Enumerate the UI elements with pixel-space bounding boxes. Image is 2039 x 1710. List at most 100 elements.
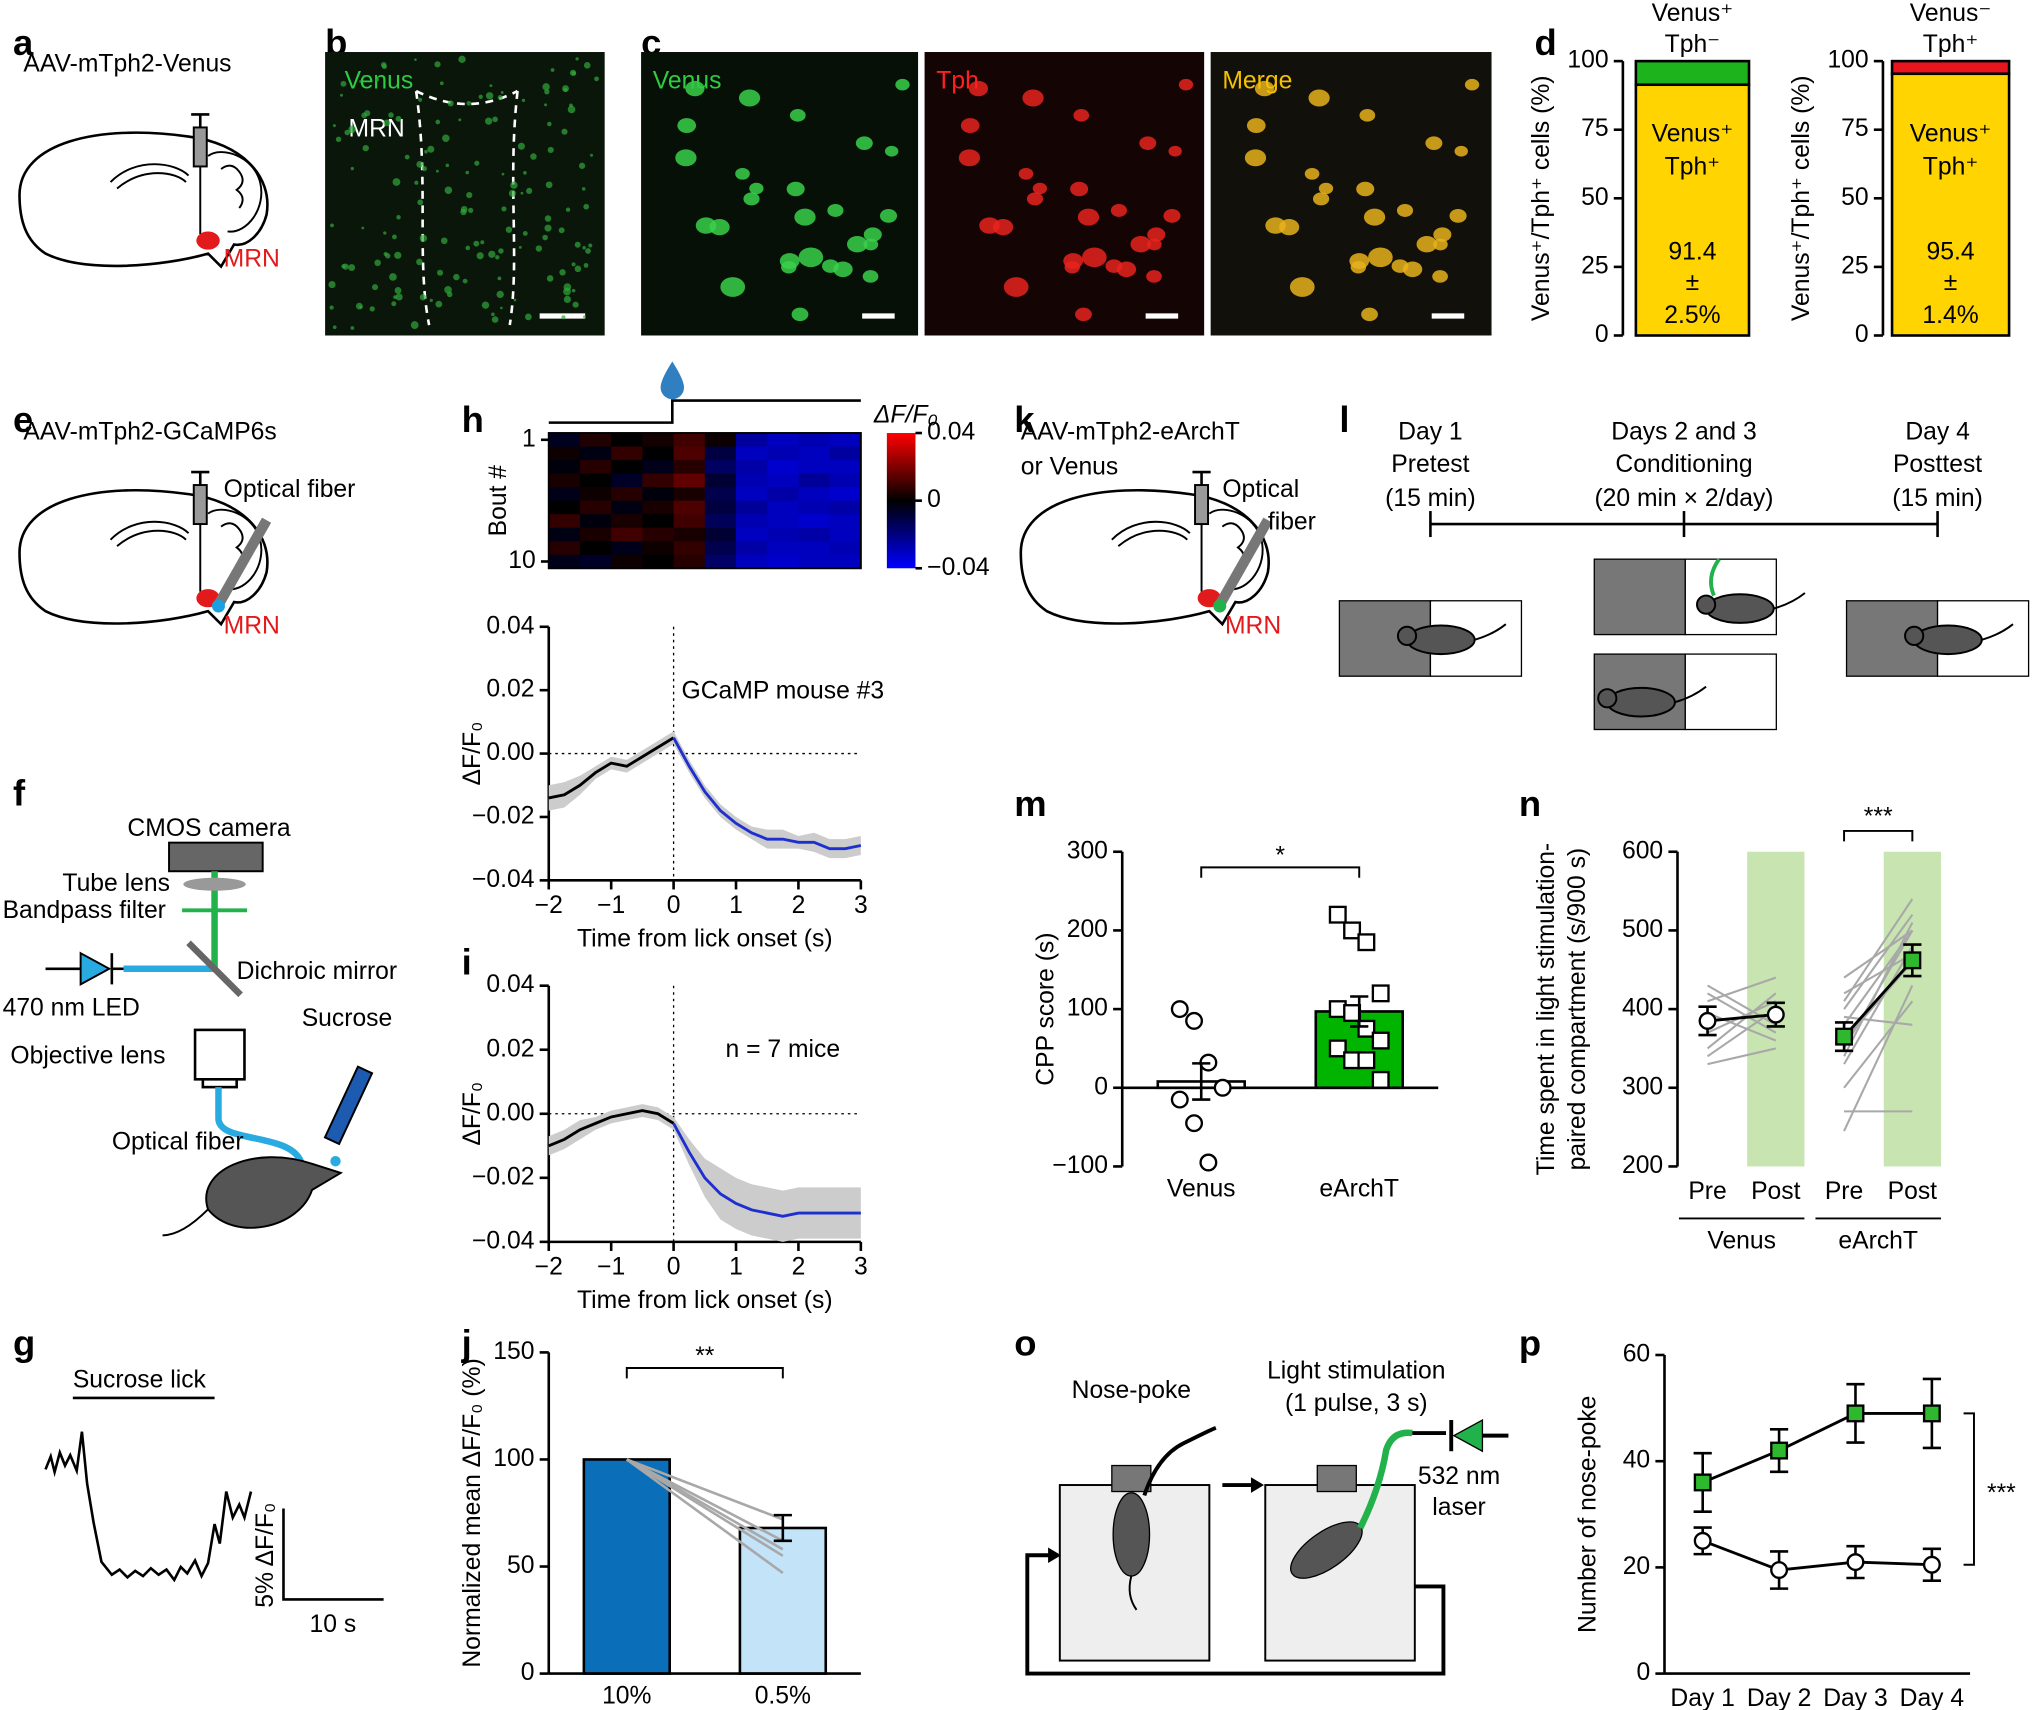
heat-cell (673, 500, 706, 515)
cell-spot (794, 208, 816, 226)
heat-cell (642, 460, 675, 475)
x-tick-label: Day 4 (1900, 1685, 1964, 1710)
cell-spot (444, 186, 453, 195)
cell-spot (517, 142, 525, 150)
marker (1371, 1031, 1390, 1050)
cell-spot (827, 204, 844, 217)
highlight-band (1883, 851, 1941, 1167)
x-tick-label: Day 3 (1823, 1685, 1887, 1710)
heat-cell (736, 487, 768, 502)
segment-label: Venus⁺ (1652, 0, 1734, 27)
x-tick-label: 1 (729, 1253, 743, 1280)
series-line (1843, 959, 1914, 1038)
cell-spot (833, 261, 853, 278)
label: laser (1432, 1494, 1486, 1521)
significance-bracket (1963, 1412, 1975, 1566)
cell-spot (465, 245, 471, 251)
heat-cell (829, 554, 862, 569)
cell-spot (348, 264, 356, 272)
heat-cell (642, 433, 675, 448)
cell-spot (561, 128, 568, 135)
heat-cell (798, 446, 831, 461)
arena (1593, 558, 1806, 636)
marker (1343, 1004, 1362, 1023)
bar (582, 1458, 671, 1675)
y-tick-label: 75 (1841, 115, 1868, 142)
cell-spot (440, 237, 448, 245)
cell-spot (547, 121, 552, 127)
label: Dichroic mirror (237, 958, 397, 985)
heat-cell (736, 433, 768, 448)
y-tick-label: 0 (1855, 321, 1869, 348)
heat-cell (829, 473, 862, 488)
cell-spot (569, 103, 573, 108)
heat-cell (611, 554, 644, 569)
cell-spot (468, 207, 474, 214)
y-tick-label: 200 (1067, 916, 1108, 943)
cell-spot (1110, 204, 1127, 217)
cell-spot (392, 178, 401, 186)
heat-cell (798, 473, 831, 488)
cell-spot (1432, 270, 1448, 283)
cell-spot (329, 305, 334, 310)
cell-spot (567, 105, 576, 114)
cell-spot (1308, 89, 1330, 107)
cell-spot (439, 81, 444, 86)
x-tick-label: 0.5% (755, 1683, 811, 1710)
cell-spot (501, 172, 505, 176)
cell-spot (391, 301, 397, 307)
x-tick-label: −2 (535, 892, 563, 919)
marker (1357, 1019, 1376, 1038)
cell-spot (563, 283, 572, 291)
marker (1199, 1153, 1218, 1172)
segment-label: Venus⁺ (1910, 121, 1992, 148)
marker (1213, 1078, 1232, 1097)
label: (1 pulse, 3 s) (1285, 1390, 1428, 1417)
heat-cell (767, 541, 800, 556)
cell-spot (341, 264, 346, 269)
y-axis-label: Bout # (485, 465, 512, 537)
heat-cell (704, 541, 737, 556)
cell-spot (590, 153, 594, 157)
cell-spot (743, 192, 760, 206)
cell-spot (1359, 109, 1376, 122)
cell-spot (1254, 80, 1275, 97)
series-line (1843, 985, 1914, 1132)
cell-spot (1416, 235, 1438, 253)
cell-spot (521, 98, 526, 102)
cell-spot (474, 160, 480, 166)
series-line (1707, 1047, 1777, 1066)
x-tick-label: Post (1751, 1178, 1801, 1205)
label: Posttest (1893, 451, 1982, 478)
cell-spot (1075, 307, 1092, 322)
cell-spot (330, 223, 334, 228)
panel-letter: e (13, 399, 33, 440)
cell-spot (508, 189, 516, 197)
heat-cell (673, 487, 706, 502)
heat-cell (673, 446, 706, 461)
cell-spot (561, 315, 566, 320)
fiber-tip (211, 599, 225, 613)
cell-spot (1244, 149, 1267, 167)
cell-spot (1350, 261, 1367, 274)
cell-spot (410, 321, 419, 329)
heat-cell (829, 433, 862, 448)
error-band (548, 1104, 861, 1242)
cell-spot (542, 83, 550, 91)
cell-spot (979, 217, 1000, 234)
cell-spot (581, 187, 586, 191)
cell-spot (884, 145, 899, 157)
cell-spot (491, 312, 495, 317)
cell-spot (518, 245, 522, 249)
y-tick-label: 0.02 (486, 676, 534, 703)
cell-spot (862, 270, 879, 283)
heat-cell (798, 554, 831, 569)
bar-segment (1634, 83, 1751, 337)
heat-cell (736, 541, 768, 556)
heat-cell (704, 527, 737, 542)
cell-spot (435, 119, 441, 125)
heat-cell (611, 446, 644, 461)
cell-spot (525, 313, 532, 321)
label: AAV-mTph2-Venus (23, 51, 231, 78)
heat-cell (673, 527, 706, 542)
